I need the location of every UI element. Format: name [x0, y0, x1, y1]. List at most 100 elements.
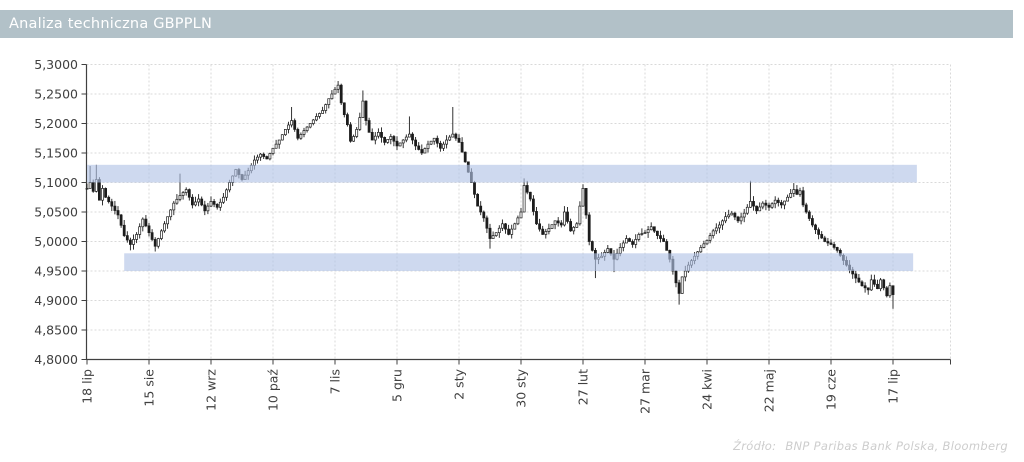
candle-body	[451, 133, 455, 138]
candle-body	[358, 117, 362, 130]
candle-body	[817, 229, 820, 235]
candle-body	[209, 201, 213, 207]
candle-body	[122, 224, 126, 236]
candle-body	[761, 202, 765, 208]
candle-body	[637, 234, 641, 240]
x-axis-label: 10 paź	[266, 369, 281, 411]
candle-body	[178, 195, 182, 200]
candle-body	[389, 136, 393, 140]
candle-body	[652, 226, 656, 232]
candle-body	[494, 232, 498, 236]
y-axis-label: 4,8000	[34, 352, 78, 367]
candle-body	[742, 212, 746, 218]
candle-body	[277, 139, 281, 145]
candle-body	[823, 237, 827, 242]
y-axis-label: 5,3000	[34, 57, 78, 72]
candle-body	[119, 214, 123, 226]
candle-body	[479, 205, 483, 213]
candle-body	[872, 279, 876, 285]
candle-body	[507, 228, 510, 235]
candle-body	[538, 223, 541, 230]
candle-body	[101, 188, 104, 201]
candle-body	[392, 136, 396, 142]
candle-body	[373, 135, 377, 141]
candle-body	[869, 279, 873, 291]
candle-body	[352, 136, 355, 142]
candle-body	[367, 120, 371, 133]
x-axis-label: 30 sty	[514, 368, 529, 407]
candle-body	[736, 216, 740, 222]
candle-body	[662, 238, 665, 242]
candle-body	[829, 242, 833, 245]
x-axis-label: 7 lis	[328, 369, 343, 394]
candle-body	[349, 124, 352, 142]
y-axis-label: 4,9500	[34, 264, 78, 279]
candle-body	[649, 226, 653, 231]
candle-body	[786, 196, 789, 202]
candle-body	[513, 223, 517, 230]
candle-body	[832, 244, 836, 248]
candle-body	[569, 221, 572, 232]
candle-body	[556, 220, 560, 224]
candle-body	[665, 241, 669, 251]
candle-body	[203, 204, 207, 212]
candle-body	[321, 110, 324, 114]
candle-body	[739, 216, 743, 222]
candle-body	[810, 218, 814, 226]
candle-body	[423, 148, 427, 154]
candle-body	[163, 223, 166, 232]
candle-body	[287, 124, 290, 130]
candle-body	[708, 235, 712, 241]
candle-body	[417, 145, 421, 150]
candle-body	[333, 88, 337, 95]
candle-body	[721, 220, 724, 226]
candle-body	[863, 285, 867, 289]
candle-body	[882, 279, 886, 289]
candle-body	[795, 189, 799, 195]
candle-body	[888, 285, 892, 297]
candle-body	[476, 193, 479, 207]
candle-body	[618, 247, 622, 254]
candle-body	[97, 179, 101, 201]
candle-body	[293, 120, 297, 130]
candle-body	[628, 238, 631, 242]
candle-body	[646, 229, 650, 233]
x-axis-label: 24 kwi	[700, 369, 715, 410]
candle-body	[138, 226, 142, 235]
candle-body	[215, 203, 219, 208]
y-axis-label: 5,0000	[34, 234, 78, 249]
candle-body	[404, 136, 408, 141]
candle-body	[674, 270, 678, 284]
candle-body	[584, 188, 588, 216]
candle-body	[724, 216, 727, 222]
candle-body	[206, 205, 210, 212]
candle-body	[783, 200, 786, 206]
candle-body	[411, 133, 414, 141]
candle-body	[318, 113, 321, 117]
y-axis-label: 5,2500	[34, 87, 78, 102]
candle-body	[764, 202, 768, 206]
candle-body	[575, 223, 579, 228]
candle-body	[798, 190, 802, 195]
x-axis-label: 2 sty	[452, 368, 467, 399]
source-note: Źródło: BNP Paribas Bank Polska, Bloomber…	[733, 439, 1008, 453]
candle-body	[730, 212, 734, 216]
candle-body	[814, 224, 817, 231]
candle-body	[274, 143, 278, 149]
candle-body	[166, 216, 170, 225]
candle-body	[311, 119, 315, 124]
candle-body	[147, 225, 151, 234]
candle-body	[535, 211, 538, 225]
candle-body	[659, 235, 662, 239]
y-axis-label: 4,9000	[34, 293, 78, 308]
candle-body	[135, 234, 139, 240]
candle-body	[432, 137, 436, 142]
candle-body	[364, 100, 368, 121]
candle-body	[395, 140, 399, 147]
candle-body	[857, 277, 861, 283]
candle-body	[680, 276, 684, 294]
candle-body	[324, 104, 328, 111]
candle-body	[191, 196, 194, 206]
candle-body	[435, 137, 439, 144]
